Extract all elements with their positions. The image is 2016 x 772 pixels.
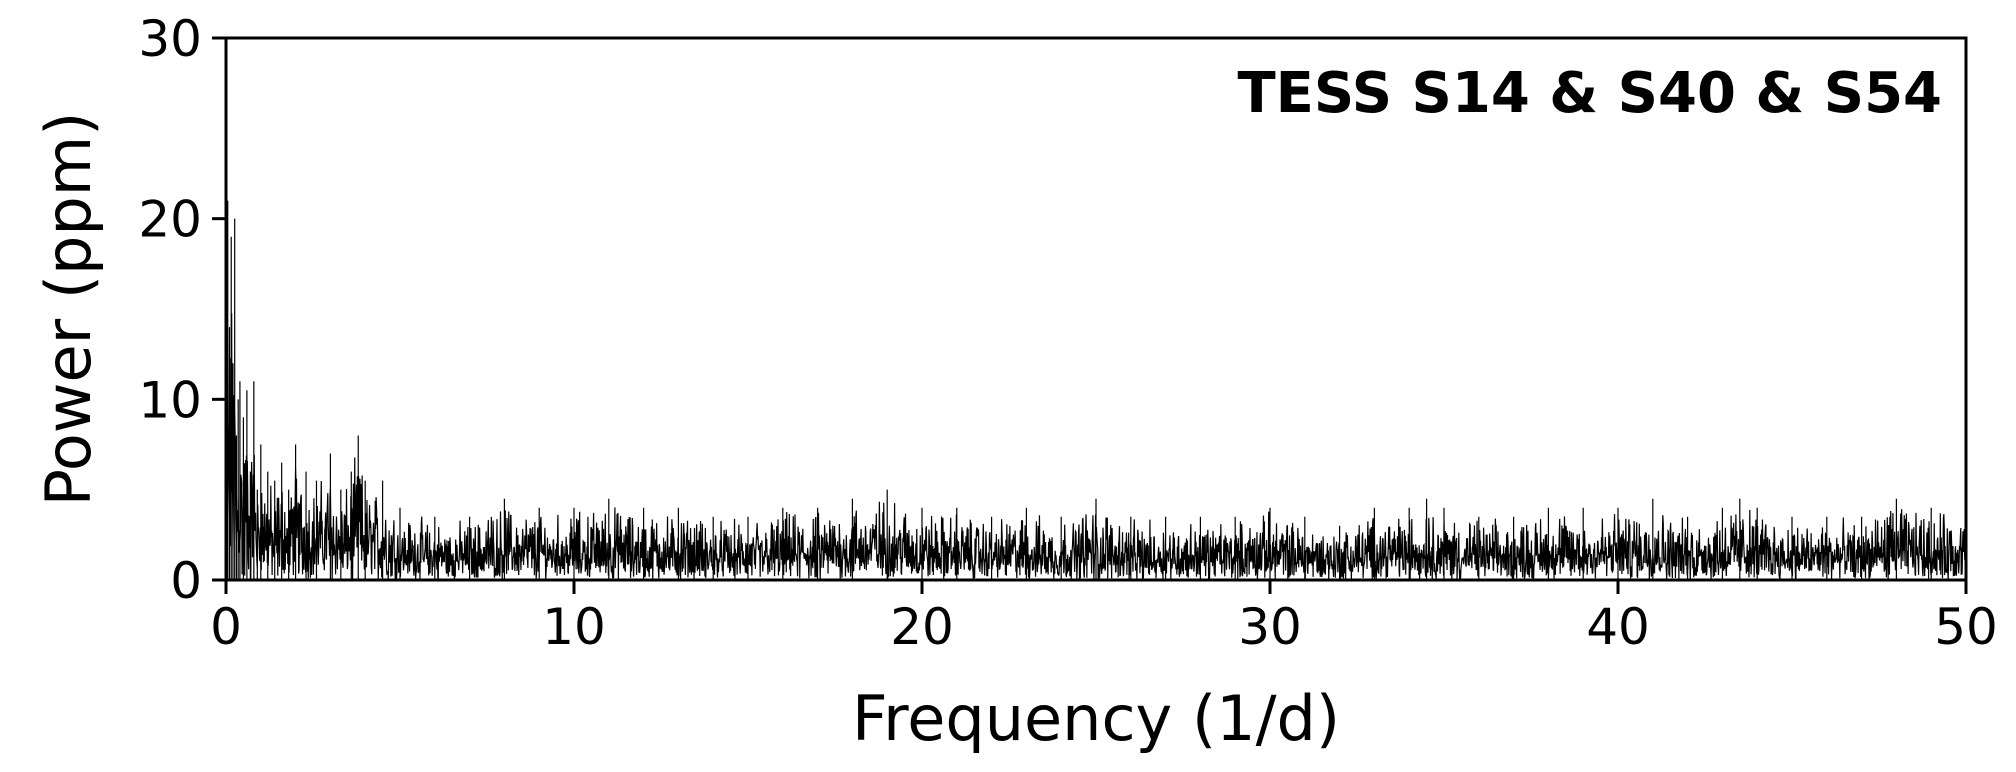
y-axis-label: Power (ppm) [32,112,105,507]
plot-area [225,200,1967,581]
x-axis-label: Frequency (1/d) [852,682,1340,755]
x-tick-label: 10 [542,598,606,656]
chart-annotation: TESS S14 & S40 & S54 [1237,61,1942,126]
x-tick-label: 30 [1238,598,1302,656]
y-tick-label: 10 [138,371,202,429]
axis-ticks: 0 10 20 30 40 50 0 10 20 30 [138,10,1997,656]
x-tick-label: 20 [890,598,954,656]
axes-frame [224,36,1968,582]
y-tick-label: 30 [138,10,202,68]
x-tick-label: 0 [210,598,242,656]
x-tick-label: 40 [1586,598,1650,656]
y-tick-label: 20 [138,191,202,249]
power-spectrum-line [225,200,1967,581]
y-tick-label: 0 [170,552,202,610]
x-tick-label: 50 [1934,598,1998,656]
